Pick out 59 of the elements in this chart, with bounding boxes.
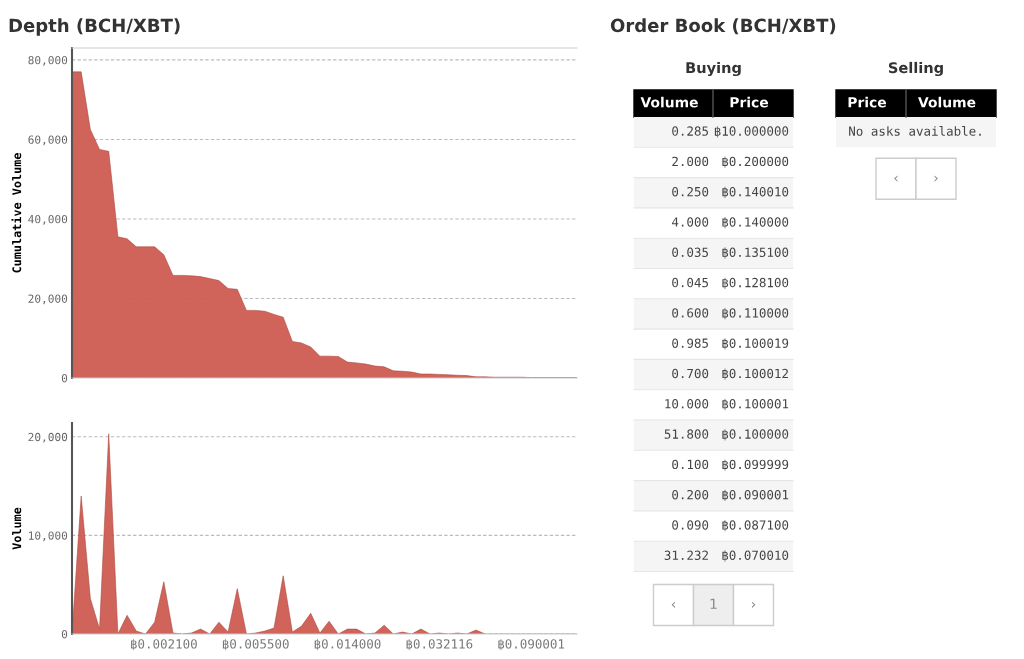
text: No asks available. bbox=[849, 126, 981, 136]
x-tick-label: ฿0.005500 bbox=[222, 638, 289, 651]
x-tick-label: ฿0.032116 bbox=[406, 638, 473, 651]
category-label: Price bbox=[730, 96, 769, 108]
text: 2.000 bbox=[672, 156, 709, 167]
text: 0.045 bbox=[672, 277, 708, 288]
text: Order Book (BCH/XBT) bbox=[610, 18, 836, 35]
text: ฿0.100019 bbox=[722, 338, 789, 350]
text: 10.000 bbox=[665, 399, 709, 409]
text: 0.250 bbox=[672, 186, 709, 197]
text: ฿0.087100 bbox=[722, 520, 789, 532]
text: 51.800 bbox=[664, 429, 709, 439]
text: ฿0.090001 bbox=[722, 489, 789, 502]
y-tick-label: 0 bbox=[61, 374, 68, 383]
text: 0.985 bbox=[672, 338, 708, 348]
y-tick-label: 10,000 bbox=[29, 531, 68, 542]
text: ‹ bbox=[894, 175, 898, 182]
text: ฿0.140010 bbox=[722, 186, 789, 199]
text: ฿0.110000 bbox=[722, 307, 789, 320]
text: ฿0.099999 bbox=[722, 459, 789, 471]
text: Selling bbox=[888, 61, 943, 77]
x-tick-label: ฿0.090001 bbox=[498, 638, 565, 651]
text: ฿0.200000 bbox=[722, 156, 789, 168]
text: ฿10.000000 bbox=[714, 126, 789, 138]
y-tick-label: 80,000 bbox=[28, 55, 68, 66]
text: › bbox=[934, 175, 938, 182]
text: ฿0.100000 bbox=[722, 429, 789, 441]
text: ‹ bbox=[671, 601, 675, 608]
category-label: Price bbox=[848, 96, 887, 108]
y-tick-label: 40,000 bbox=[28, 214, 68, 225]
y-axis-title: Cumulative Volume bbox=[11, 153, 22, 273]
text: ฿0.070010 bbox=[722, 550, 789, 562]
y-tick-label: 60,000 bbox=[28, 135, 68, 146]
text: 0.090 bbox=[672, 520, 709, 530]
x-tick-label: ฿0.002100 bbox=[131, 638, 197, 651]
text: 0.700 bbox=[672, 368, 709, 379]
text: › bbox=[752, 601, 756, 608]
text: 0.035 bbox=[672, 247, 708, 258]
chart-title: Depth (BCH/XBT) bbox=[9, 18, 180, 36]
category-label: Volume bbox=[640, 96, 698, 108]
y-tick-label: 20,000 bbox=[28, 294, 68, 305]
text: ฿0.128100 bbox=[722, 277, 789, 289]
x-tick-label: ฿0.014000 bbox=[314, 638, 381, 651]
y-tick-label: 20,000 bbox=[28, 432, 68, 443]
text: 0.200 bbox=[672, 489, 709, 500]
text: ฿0.100012 bbox=[722, 368, 788, 380]
text: Buying bbox=[686, 61, 741, 77]
text: ฿0.100001 bbox=[722, 398, 789, 411]
y-tick-label: 0 bbox=[61, 630, 68, 639]
category-label: Volume bbox=[918, 96, 976, 108]
text: ฿0.140000 bbox=[722, 217, 789, 229]
text: 0.285 bbox=[672, 126, 708, 136]
text: 1 bbox=[710, 598, 717, 609]
y-axis-title: Volume bbox=[12, 507, 22, 550]
text: ฿0.135100 bbox=[722, 247, 789, 259]
text: 0.600 bbox=[672, 308, 709, 318]
text: 0.100 bbox=[672, 459, 709, 470]
text: 4.000 bbox=[672, 217, 709, 227]
text: 31.232 bbox=[664, 550, 708, 561]
